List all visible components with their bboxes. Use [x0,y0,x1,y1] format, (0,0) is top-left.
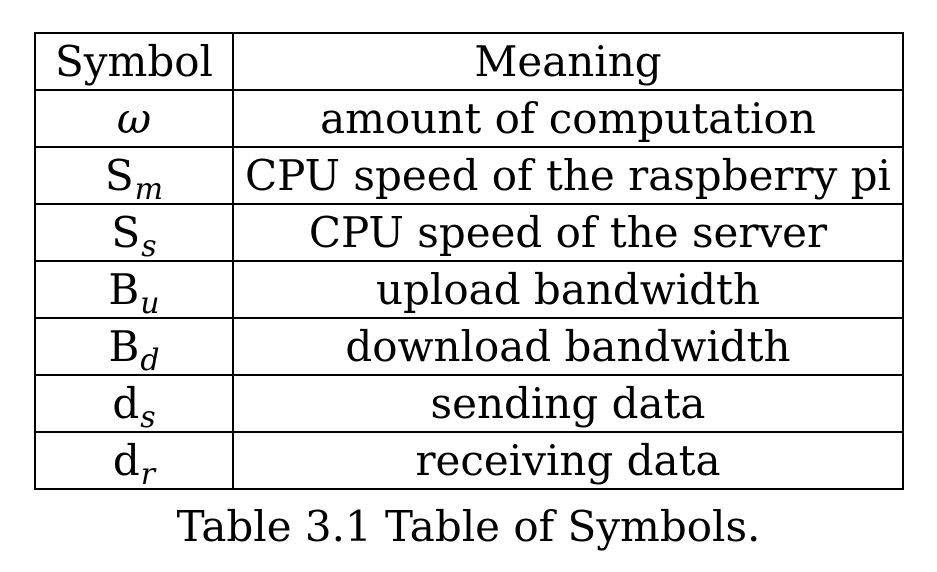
symbol-base: S [111,207,141,257]
meaning-cell: CPU speed of the raspberry pi [232,146,904,205]
symbol-cell: Ss [34,203,234,264]
symbol-base: d [112,378,140,428]
meaning-cell: download bandwidth [232,317,904,376]
symbol-cell: ds [34,374,234,435]
symbol-subscript: m [134,171,164,207]
symbol-omega: ω [116,93,152,143]
symbol-base: d [112,435,140,485]
table-row: dr receiving data [34,431,904,492]
symbol-subscript: u [140,285,160,321]
symbol-cell: Bd [34,317,234,378]
header-symbol: Symbol [34,32,234,91]
symbol-subscript: d [140,342,160,378]
table-row: Bd download bandwidth [34,317,904,378]
table-row: Bu upload bandwidth [34,260,904,321]
meaning-cell: receiving data [232,431,904,490]
symbol-cell: ω [34,89,234,148]
table-caption: Table 3.1 Table of Symbols. [176,502,761,551]
table-row: ds sending data [34,374,904,435]
symbol-base: B [108,264,140,314]
header-meaning: Meaning [232,32,904,91]
table-row: Ss CPU speed of the server [34,203,904,264]
symbol-cell: Bu [34,260,234,321]
meaning-cell: sending data [232,374,904,433]
symbol-cell: Sm [34,146,234,207]
meaning-cell: amount of computation [232,89,904,148]
symbol-subscript: s [141,228,157,264]
table-row: Sm CPU speed of the raspberry pi [34,146,904,207]
table-row: ω amount of computation [34,89,904,148]
meaning-cell: CPU speed of the server [232,203,904,262]
symbols-table: Symbol Meaning ω amount of computation S… [34,32,904,490]
symbol-base: B [108,321,140,371]
meaning-cell: upload bandwidth [232,260,904,319]
table-header-row: Symbol Meaning [34,32,904,91]
symbol-cell: dr [34,431,234,492]
symbol-subscript: r [140,456,156,492]
symbol-subscript: s [140,399,156,435]
symbol-base: S [104,150,134,200]
